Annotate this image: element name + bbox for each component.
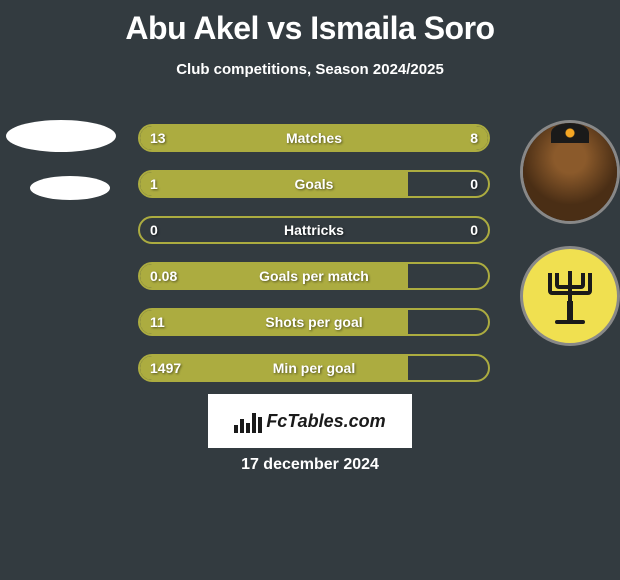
stat-row-goals: 1 Goals 0 (138, 170, 490, 198)
stat-left-value: 0 (150, 222, 158, 238)
stat-left-value: 0.08 (150, 268, 177, 284)
player-avatar (520, 120, 620, 224)
page-subtitle: Club competitions, Season 2024/2025 (0, 61, 620, 78)
stat-left-value: 1497 (150, 360, 181, 376)
stat-row-goals-per-match: 0.08 Goals per match (138, 262, 490, 290)
stat-label: Shots per goal (265, 314, 362, 330)
stat-left-value: 11 (150, 314, 165, 330)
menorah-icon (545, 271, 595, 321)
left-player-placeholder (0, 120, 116, 200)
stat-left-value: 1 (150, 176, 158, 192)
placeholder-oval (6, 120, 116, 152)
brand-text: FcTables.com (266, 411, 385, 432)
stat-row-matches: 13 Matches 8 (138, 124, 490, 152)
date-text: 17 december 2024 (241, 456, 379, 474)
brand-chart-icon (234, 409, 262, 433)
club-logo (520, 246, 620, 346)
stat-fill-right (356, 126, 488, 150)
stats-container: 13 Matches 8 1 Goals 0 0 Hattricks 0 0.0… (138, 124, 490, 400)
stat-label: Hattricks (284, 222, 344, 238)
stat-right-value: 0 (470, 222, 478, 238)
avatar-face (523, 123, 617, 221)
stat-left-value: 13 (150, 130, 166, 146)
page-title: Abu Akel vs Ismaila Soro (0, 0, 620, 47)
stat-row-shots-per-goal: 11 Shots per goal (138, 308, 490, 336)
stat-right-value: 8 (470, 130, 478, 146)
stat-label: Goals (295, 176, 334, 192)
placeholder-oval (30, 176, 110, 200)
stat-row-min-per-goal: 1497 Min per goal (138, 354, 490, 382)
brand-attribution: FcTables.com (208, 394, 412, 448)
stat-label: Min per goal (273, 360, 355, 376)
stat-fill-left (140, 172, 408, 196)
stat-label: Matches (286, 130, 342, 146)
stat-label: Goals per match (259, 268, 369, 284)
stat-right-value: 0 (470, 176, 478, 192)
stat-row-hattricks: 0 Hattricks 0 (138, 216, 490, 244)
right-player-images (500, 120, 620, 346)
